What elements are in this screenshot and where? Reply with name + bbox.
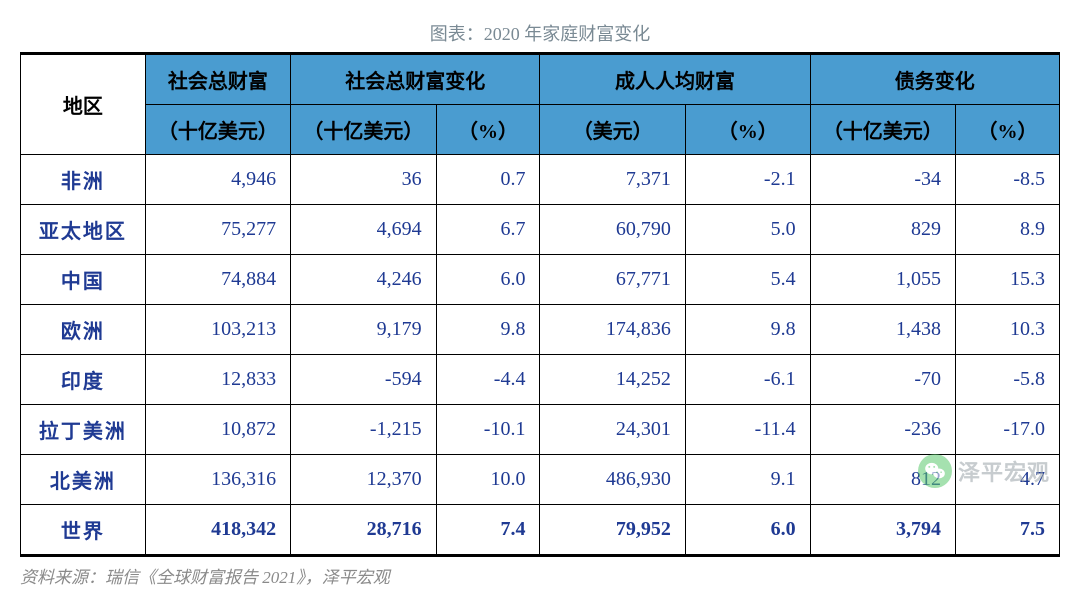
cell-twc: 12,370 xyxy=(291,455,436,505)
cell-tw: 10,872 xyxy=(145,405,290,455)
cell-region: 欧洲 xyxy=(21,305,146,355)
cell-tw: 103,213 xyxy=(145,305,290,355)
cell-dc: -236 xyxy=(810,405,955,455)
cell-region: 世界 xyxy=(21,505,146,556)
cell-tw: 418,342 xyxy=(145,505,290,556)
cell-paw: 7,371 xyxy=(540,155,685,205)
cell-tw: 136,316 xyxy=(145,455,290,505)
cell-region: 亚太地区 xyxy=(21,205,146,255)
table-row: 拉丁美洲10,872-1,215-10.124,301-11.4-236-17.… xyxy=(21,405,1060,455)
cell-twcp: 0.7 xyxy=(436,155,540,205)
cell-dcp: 10.3 xyxy=(956,305,1060,355)
cell-twc: 4,246 xyxy=(291,255,436,305)
cell-twcp: 10.0 xyxy=(436,455,540,505)
watermark-text: 泽平宏观 xyxy=(958,455,1050,487)
cell-tw: 75,277 xyxy=(145,205,290,255)
cell-dcp: 15.3 xyxy=(956,255,1060,305)
cell-paw: 67,771 xyxy=(540,255,685,305)
th-unit-paw: （美元） xyxy=(540,105,685,155)
cell-pawp: -11.4 xyxy=(685,405,810,455)
chart-title: 图表：2020 年家庭财富变化 xyxy=(20,20,1060,46)
th-unit-dcp: （%） xyxy=(956,105,1060,155)
wechat-icon xyxy=(918,454,952,488)
cell-twcp: 6.0 xyxy=(436,255,540,305)
cell-twcp: 7.4 xyxy=(436,505,540,556)
cell-dc: 3,794 xyxy=(810,505,955,556)
cell-twc: 28,716 xyxy=(291,505,436,556)
cell-paw: 486,930 xyxy=(540,455,685,505)
cell-tw: 4,946 xyxy=(145,155,290,205)
cell-region: 拉丁美洲 xyxy=(21,405,146,455)
th-unit-twcp: （%） xyxy=(436,105,540,155)
cell-pawp: -6.1 xyxy=(685,355,810,405)
cell-region: 中国 xyxy=(21,255,146,305)
th-unit-twc: （十亿美元） xyxy=(291,105,436,155)
cell-pawp: 6.0 xyxy=(685,505,810,556)
table-row: 北美洲136,31612,37010.0486,9309.18124.7 xyxy=(21,455,1060,505)
th-total-wealth-change: 社会总财富变化 xyxy=(291,54,540,105)
th-debt-change: 债务变化 xyxy=(810,54,1059,105)
cell-dcp: 8.9 xyxy=(956,205,1060,255)
table-row: 欧洲103,2139,1799.8174,8369.81,43810.3 xyxy=(21,305,1060,355)
source-text: 资料来源：瑞信《全球财富报告 2021》，泽平宏观 xyxy=(20,563,1060,588)
th-unit-pawp: （%） xyxy=(685,105,810,155)
th-unit-dc: （十亿美元） xyxy=(810,105,955,155)
cell-paw: 79,952 xyxy=(540,505,685,556)
cell-pawp: -2.1 xyxy=(685,155,810,205)
cell-pawp: 5.4 xyxy=(685,255,810,305)
cell-dcp: -17.0 xyxy=(956,405,1060,455)
cell-dc: 1,438 xyxy=(810,305,955,355)
cell-paw: 60,790 xyxy=(540,205,685,255)
cell-twc: 9,179 xyxy=(291,305,436,355)
cell-region: 非洲 xyxy=(21,155,146,205)
table-row: 世界418,34228,7167.479,9526.03,7947.5 xyxy=(21,505,1060,556)
table-row: 中国74,8844,2466.067,7715.41,05515.3 xyxy=(21,255,1060,305)
table-row: 亚太地区75,2774,6946.760,7905.08298.9 xyxy=(21,205,1060,255)
cell-twc: -1,215 xyxy=(291,405,436,455)
wealth-table: 地区 社会总财富 社会总财富变化 成人人均财富 债务变化 （十亿美元） （十亿美… xyxy=(20,52,1060,557)
cell-dc: -70 xyxy=(810,355,955,405)
cell-tw: 74,884 xyxy=(145,255,290,305)
cell-paw: 24,301 xyxy=(540,405,685,455)
cell-twcp: -4.4 xyxy=(436,355,540,405)
cell-pawp: 9.8 xyxy=(685,305,810,355)
cell-twc: 4,694 xyxy=(291,205,436,255)
cell-region: 北美洲 xyxy=(21,455,146,505)
cell-paw: 174,836 xyxy=(540,305,685,355)
th-region: 地区 xyxy=(21,54,146,155)
cell-region: 印度 xyxy=(21,355,146,405)
cell-dcp: -5.8 xyxy=(956,355,1060,405)
cell-twcp: 9.8 xyxy=(436,305,540,355)
cell-dcp: -8.5 xyxy=(956,155,1060,205)
cell-pawp: 5.0 xyxy=(685,205,810,255)
cell-twcp: -10.1 xyxy=(436,405,540,455)
cell-dc: 1,055 xyxy=(810,255,955,305)
table-row: 印度12,833-594-4.414,252-6.1-70-5.8 xyxy=(21,355,1060,405)
cell-dc: 829 xyxy=(810,205,955,255)
th-per-adult-wealth: 成人人均财富 xyxy=(540,54,810,105)
cell-tw: 12,833 xyxy=(145,355,290,405)
table-row: 非洲4,946360.77,371-2.1-34-8.5 xyxy=(21,155,1060,205)
cell-paw: 14,252 xyxy=(540,355,685,405)
cell-twc: -594 xyxy=(291,355,436,405)
cell-pawp: 9.1 xyxy=(685,455,810,505)
cell-twc: 36 xyxy=(291,155,436,205)
watermark: 泽平宏观 xyxy=(918,454,1050,488)
cell-dcp: 7.5 xyxy=(956,505,1060,556)
cell-dc: -34 xyxy=(810,155,955,205)
th-unit-tw: （十亿美元） xyxy=(145,105,290,155)
cell-twcp: 6.7 xyxy=(436,205,540,255)
th-total-wealth: 社会总财富 xyxy=(145,54,290,105)
